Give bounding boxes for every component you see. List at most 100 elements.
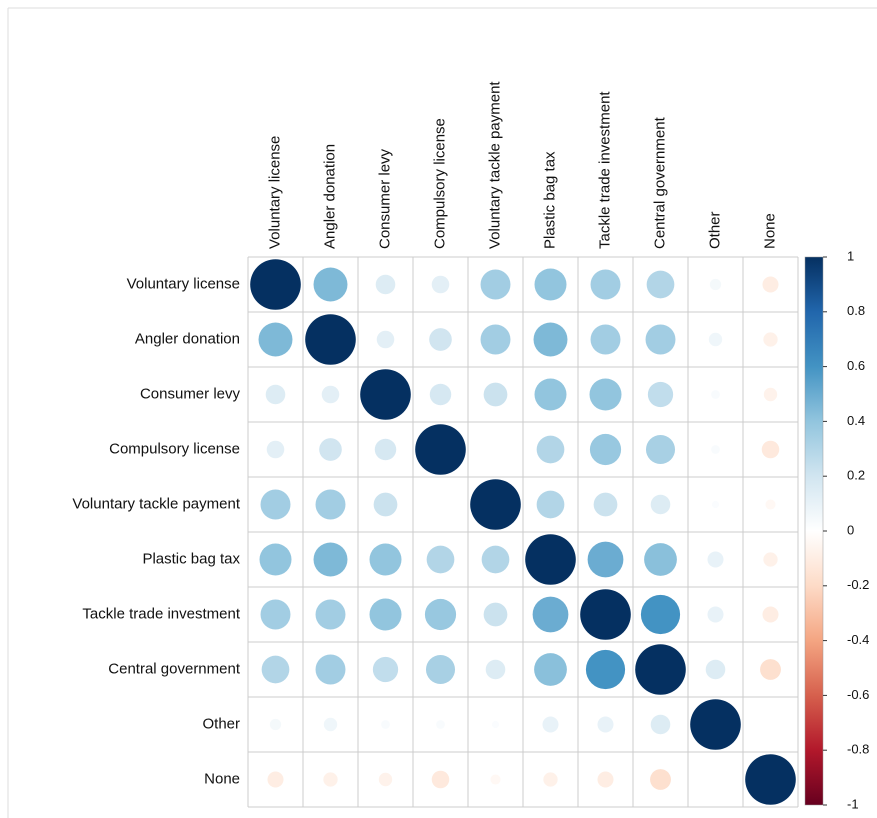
corr-circle [480,269,511,300]
corr-circle [585,649,626,690]
corr-circle [429,383,452,406]
row-label: Voluntary license [127,275,240,292]
corr-circle [707,551,724,568]
corr-circle [372,656,399,683]
corr-circle [415,424,466,475]
corr-circle [543,772,558,787]
corr-circle [650,769,671,790]
corr-circle [490,774,501,785]
colorbar [804,256,824,806]
column-label: Other [706,211,723,249]
corr-circle [319,438,342,461]
corr-circle [483,382,508,407]
row-label: Other [202,715,240,732]
corr-circle [258,322,293,357]
corr-circle [745,754,796,805]
corr-circle [536,435,565,464]
column-label: Voluntary license [266,136,283,249]
corr-circle [525,534,576,585]
row-label: Plastic bag tax [142,550,240,567]
corr-circle [470,479,521,530]
corr-circle [765,499,776,510]
corr-circle [485,659,506,680]
corr-circle [369,598,402,631]
row-label: None [204,770,240,787]
corr-circle [313,542,348,577]
corr-circle [542,716,559,733]
corr-circle [590,324,621,355]
corr-circle [534,378,567,411]
corr-circle [378,772,393,787]
corr-circle [260,599,291,630]
column-label: Plastic bag tax [541,151,558,249]
corr-circle [645,324,676,355]
colorbar-label: 0 [847,522,854,537]
colorbar-label: 0.8 [847,303,865,318]
column-label: Consumer levy [376,148,393,249]
row-label: Voluntary tackle payment [72,495,240,512]
corr-circle [315,489,346,520]
corr-circle [431,275,450,294]
corr-circle [321,385,340,404]
corr-circle [646,270,675,299]
row-label: Angler donation [135,330,240,347]
corr-circle [644,543,677,576]
column-label: Angler donation [321,144,338,249]
corr-circle [534,268,567,301]
corr-circle [323,717,338,732]
corr-circle [762,276,779,293]
corr-circle [250,259,301,310]
colorbar-label: -1 [847,796,859,811]
corr-circle [763,332,778,347]
colorbar-label: 1 [847,248,854,263]
corr-circle [265,384,286,405]
corr-circle [374,438,397,461]
corr-circle [645,434,676,465]
colorbar-label: -0.6 [847,687,869,702]
colorbar-label: 0.2 [847,468,865,483]
corr-circle [711,445,720,454]
corr-circle [424,598,457,631]
corr-circle [376,330,395,349]
corr-circle [381,720,390,729]
corr-circle [480,324,511,355]
corr-circle [707,606,724,623]
corr-circle [375,274,396,295]
corr-circle [760,659,781,680]
corr-circle [360,369,411,420]
colorbar-label: -0.4 [847,632,869,647]
corr-circle [481,545,510,574]
corr-circle [597,716,614,733]
corr-circle [313,267,348,302]
corr-circle [597,771,614,788]
corr-circle [373,492,398,517]
corr-circle [533,322,568,357]
column-label: Tackle trade investment [596,91,613,249]
colorbar-label: -0.8 [847,742,869,757]
row-label: Consumer levy [140,385,241,402]
corr-circle [589,378,622,411]
corr-circle [269,718,282,731]
corr-circle [589,433,622,466]
corr-circle [323,772,338,787]
corr-circle [640,594,681,635]
colorbar-label: -0.2 [847,577,869,592]
column-label: Central government [651,116,668,249]
corr-circle [590,269,621,300]
corr-circle [266,440,285,459]
corr-circle [315,654,346,685]
row-label: Tackle trade investment [82,605,240,622]
corr-circle [305,314,356,365]
corr-circle [711,390,720,399]
corr-circle [593,492,618,517]
corr-circle [705,659,726,680]
corr-circle [762,606,779,623]
corr-circle [711,500,720,509]
column-label: Compulsory license [431,118,448,249]
corr-circle [708,332,723,347]
corr-circle [534,653,567,686]
corr-circle [709,278,722,291]
corr-circle [369,543,402,576]
corr-circle [650,494,671,515]
corr-circle [425,654,456,685]
